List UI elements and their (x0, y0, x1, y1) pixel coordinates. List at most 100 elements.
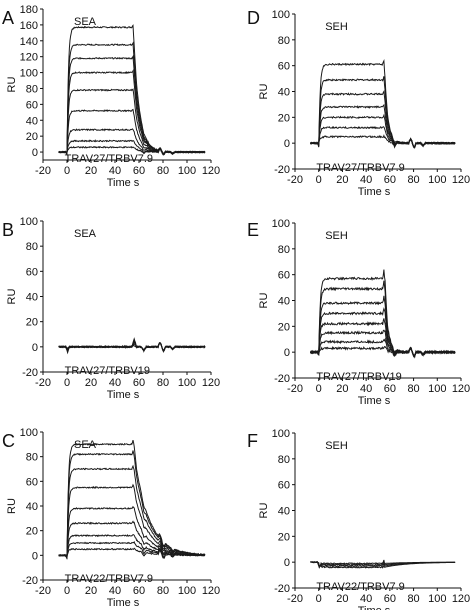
y-tick-label: 100 (20, 427, 38, 439)
x-tick-label: -20 (287, 383, 303, 395)
x-tick-label: 0 (316, 174, 322, 186)
sensorgram-curve (310, 280, 456, 358)
sensorgram-curve (310, 134, 456, 149)
x-tick-label: 0 (64, 585, 70, 597)
panel-letter: A (2, 8, 14, 28)
y-tick-label: 100 (272, 9, 290, 21)
y-tick-label: 0 (284, 138, 290, 150)
x-axis-title: Time s (107, 597, 140, 609)
x-tick-label: 80 (407, 174, 419, 186)
x-tick-label: 100 (178, 585, 196, 597)
y-tick-label: 100 (20, 216, 38, 228)
x-tick-label: 120 (202, 377, 220, 389)
x-tick-label: 80 (407, 383, 419, 395)
reagent-label: SEH (325, 230, 348, 242)
sensorgram-curve (309, 76, 456, 148)
x-tick-label: 40 (109, 165, 121, 177)
construct-label: TRAV27/TRBV19 (316, 371, 401, 383)
y-tick-label: 180 (20, 4, 38, 16)
y-tick-label: 60 (26, 476, 38, 488)
y-tick-label: 0 (32, 550, 38, 562)
sensorgram-curve (310, 89, 456, 148)
y-tick-label: 60 (26, 266, 38, 278)
x-tick-label: 20 (85, 585, 97, 597)
x-axis-title: Time s (107, 389, 140, 401)
sensorgram-curve (58, 464, 206, 559)
y-tick-label: 80 (278, 244, 290, 256)
y-tick-label: 20 (278, 112, 290, 124)
sensorgram-curve (58, 547, 205, 559)
construct-label: TRAV27/TRBV7.9 (316, 162, 404, 174)
y-tick-label: 100 (272, 428, 290, 440)
x-tick-label: 80 (157, 377, 169, 389)
y-tick-label: 0 (284, 347, 290, 359)
x-tick-label: 100 (428, 593, 446, 605)
y-axis-title: RU (258, 503, 270, 519)
sensorgram-curve (58, 450, 206, 559)
y-tick-label: 60 (278, 270, 290, 282)
x-tick-label: 80 (157, 585, 169, 597)
construct-label: TRAV22/TRBV7.9 (316, 581, 404, 593)
y-tick-label: -20 (22, 367, 38, 379)
sensorgram-curve (58, 54, 206, 155)
x-axis-title: Time s (358, 605, 391, 610)
x-axis-title: Time s (107, 177, 140, 189)
sensorgram-curve (58, 41, 206, 156)
sensorgram-curve (310, 103, 456, 148)
x-tick-label: 60 (133, 585, 145, 597)
sensorgram-curve (310, 561, 456, 569)
sensorgram-curve (58, 439, 206, 560)
x-tick-label: 0 (64, 165, 70, 177)
x-tick-label: 40 (360, 383, 372, 395)
y-tick-label: 80 (26, 241, 38, 253)
y-tick-label: 40 (278, 296, 290, 308)
x-tick-label: 120 (452, 174, 470, 186)
sensorgram-curve (310, 318, 456, 357)
x-tick-label: 80 (157, 165, 169, 177)
panel-letter: E (247, 220, 259, 240)
y-axis-title: RU (6, 289, 18, 305)
panel-d: -20 0 20 40 60 80 100 -20 0 20 40 60 80 100 120 RU Time … (247, 8, 470, 198)
y-tick-label: 100 (20, 68, 38, 80)
x-tick-label: 60 (133, 165, 145, 177)
sensorgram-curve (310, 345, 456, 357)
y-tick-label: 60 (278, 61, 290, 73)
y-tick-label: 20 (26, 526, 38, 538)
y-tick-label: 20 (26, 131, 38, 143)
y-tick-label: 80 (26, 452, 38, 464)
sensorgram-curve (58, 342, 206, 352)
x-axis-title: Time s (358, 395, 391, 407)
y-tick-label: 60 (26, 99, 38, 111)
y-tick-label: 40 (278, 87, 290, 99)
y-tick-label: 20 (278, 531, 290, 543)
sensorgram-curve (310, 59, 456, 149)
x-tick-label: 40 (109, 377, 121, 389)
sensorgram-curve (58, 128, 206, 156)
x-axis-title: Time s (358, 186, 391, 198)
y-tick-label: 0 (32, 147, 38, 159)
x-tick-label: 0 (316, 383, 322, 395)
y-tick-label: -20 (274, 164, 290, 176)
x-tick-label: 100 (178, 165, 196, 177)
y-axis-title: RU (6, 77, 18, 93)
panel-f: -20 0 20 40 60 80 100 -20 0 20 40 60 80 100 120 RU Time … (247, 428, 470, 610)
reagent-label: SEA (74, 439, 97, 451)
y-tick-label: 80 (26, 83, 38, 95)
panel-b: -20 0 20 40 60 80 100 -20 0 20 40 60 80 100 120 RU Time … (2, 216, 220, 401)
construct-label: TRAV27/TRBV19 (65, 365, 150, 377)
y-tick-label: 0 (32, 342, 38, 354)
x-tick-label: 60 (384, 593, 396, 605)
y-tick-label: 40 (26, 115, 38, 127)
x-tick-label: 100 (178, 377, 196, 389)
panel-c: -20 0 20 40 60 80 100 -20 0 20 40 60 80 100 120 RU Time … (2, 427, 220, 609)
y-axis-title: RU (258, 293, 270, 309)
y-tick-label: 160 (20, 20, 38, 32)
y-axis-title: RU (258, 84, 270, 100)
x-tick-label: 100 (428, 383, 446, 395)
y-tick-label: 40 (278, 506, 290, 518)
x-tick-label: 60 (384, 174, 396, 186)
x-tick-label: 20 (85, 165, 97, 177)
x-tick-label: -20 (287, 174, 303, 186)
y-tick-label: 60 (278, 480, 290, 492)
sensorgram-curve (58, 88, 206, 156)
